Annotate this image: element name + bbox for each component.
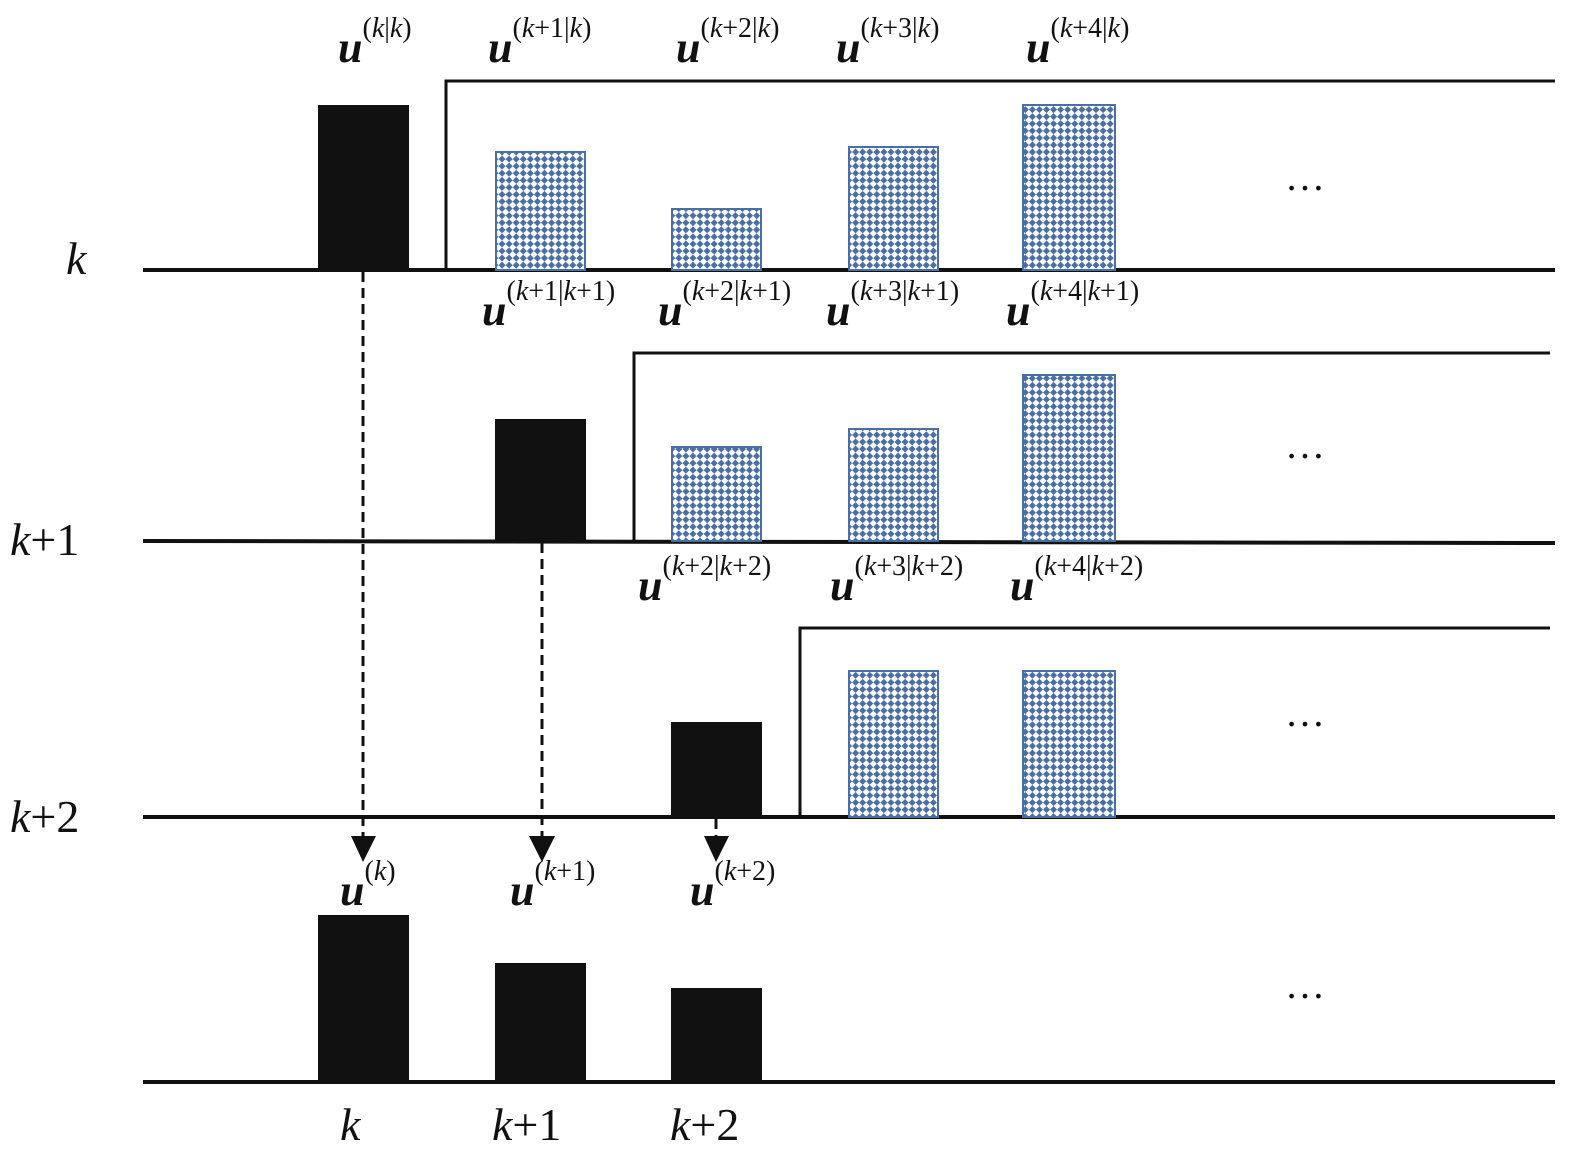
predicted-control-bar	[848, 146, 939, 271]
applied-output-label: u(k+2)	[690, 856, 775, 915]
time-tick-label: k+1	[492, 1099, 561, 1150]
arrowhead-icon	[351, 836, 376, 862]
ellipsis: …	[1285, 690, 1328, 735]
ellipsis: …	[1285, 962, 1328, 1007]
applied-control-sequence: u(k) u(k+1) u(k+2) k k+1 k+2 …	[143, 856, 1555, 1150]
row-k: k u(k|k) u(k+1|k) u(k+2|k) u(k+3|k) u(k+…	[66, 13, 1555, 284]
applied-transfer-arrows	[351, 272, 729, 862]
applied-output-bar	[318, 915, 409, 1082]
predicted-control-bar	[1022, 104, 1116, 271]
predicted-control-label: u(k+4|k+2)	[1010, 551, 1143, 610]
arrowhead-icon	[529, 836, 555, 862]
predicted-control-bar	[848, 428, 939, 542]
ellipsis: …	[1285, 154, 1328, 199]
predicted-control-label: u(k+3|k+2)	[830, 551, 963, 610]
row-label-k-plus-1: k+1	[10, 514, 79, 565]
predicted-control-bar	[495, 151, 586, 271]
applied-output-label: u(k+1)	[510, 856, 595, 915]
applied-control-bar	[671, 722, 762, 817]
predicted-control-label: u(k+2|k+2)	[638, 551, 771, 610]
predicted-control-bar	[1022, 670, 1116, 818]
predicted-control-label: u(k+4|k+1)	[1006, 276, 1139, 335]
row-k-plus-2: k+2 u(k+2|k+2) u(k+3|k+2) u(k+4|k+2) …	[10, 551, 1555, 842]
predicted-control-label: u(k+1|k)	[488, 13, 591, 72]
row-k-plus-1: k+1 u(k+1|k+1) u(k+2|k+1) u(k+3|k+1) u(k…	[10, 276, 1556, 565]
predicted-control-label: u(k+4|k)	[1026, 13, 1129, 72]
predicted-control-bar	[671, 208, 762, 271]
row-label-k-plus-2: k+2	[10, 791, 79, 842]
prediction-horizon-bracket-row-k-plus-2	[798, 626, 1550, 817]
row-label-k: k	[66, 233, 88, 284]
predicted-control-bar	[1022, 374, 1116, 542]
predicted-control-bar	[671, 446, 762, 542]
time-tick-label: k+2	[670, 1099, 739, 1150]
prediction-horizon-bracket-row-k-plus-1	[632, 351, 1550, 541]
applied-control-label: u(k|k)	[338, 13, 412, 72]
applied-output-bar	[671, 988, 762, 1082]
applied-control-bar	[318, 105, 409, 270]
predicted-control-label: u(k+3|k)	[836, 13, 939, 72]
prediction-horizon-bracket-row-k	[444, 79, 1555, 270]
ellipsis: …	[1285, 422, 1328, 467]
predicted-control-label: u(k+2|k)	[676, 13, 779, 72]
applied-output-bar	[495, 963, 586, 1082]
arrowhead-icon	[704, 836, 729, 862]
time-tick-label: k	[340, 1099, 362, 1150]
predicted-control-label: u(k+3|k+1)	[826, 276, 959, 335]
applied-control-bar	[495, 419, 586, 541]
predicted-control-label: u(k+2|k+1)	[658, 276, 791, 335]
predicted-control-label: u(k+1|k+1)	[482, 276, 615, 335]
predicted-control-bar	[848, 670, 939, 818]
applied-output-label: u(k)	[340, 856, 396, 915]
